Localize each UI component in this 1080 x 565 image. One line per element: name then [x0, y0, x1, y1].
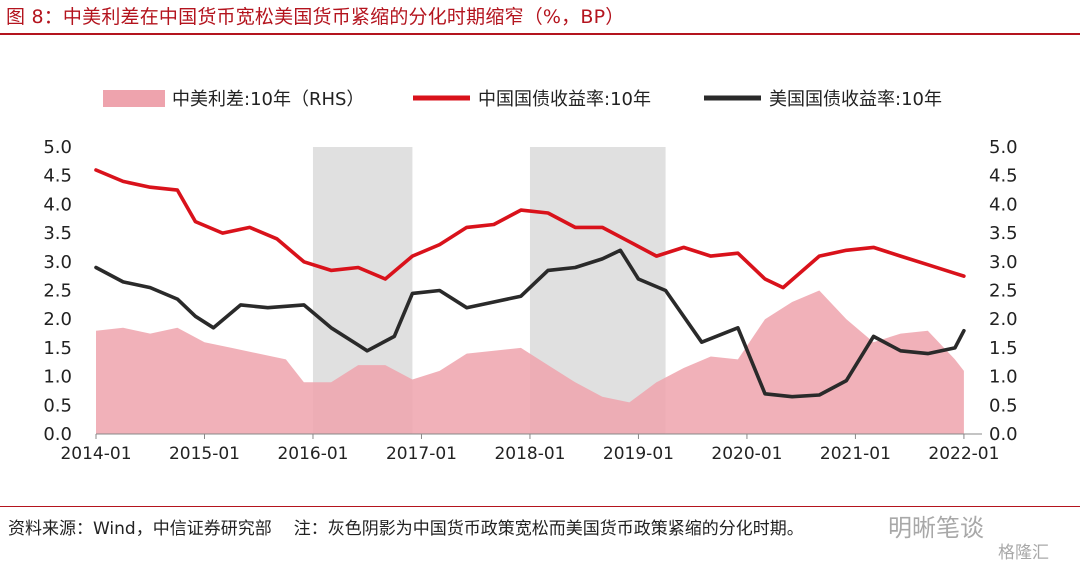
x-tick-label: 2020-01	[711, 444, 782, 464]
source-note: 资料来源：Wind，中信证券研究部 注：灰色阴影为中国货币政策宽松而美国货币政策紧…	[8, 514, 804, 539]
y-left-tick-label: 0.5	[43, 395, 72, 416]
legend-swatch-spread	[103, 90, 165, 107]
y-right-tick-label: 5.0	[989, 137, 1018, 158]
watermark-secondary: 格隆汇	[998, 543, 1049, 563]
y-right-tick-label: 2.5	[989, 281, 1018, 302]
legend-label-china: 中国国债收益率:10年	[478, 89, 651, 110]
footer-rule	[0, 506, 1080, 507]
y-right-tick-label: 0.0	[989, 424, 1018, 445]
x-tick-label: 2018-01	[494, 444, 565, 464]
x-tick-label: 2015-01	[169, 444, 240, 464]
y-right-tick-label: 4.0	[989, 194, 1018, 215]
y-right-tick-label: 4.5	[989, 166, 1018, 187]
y-left-tick-label: 3.5	[43, 223, 72, 244]
watermark-primary: 明晰笔谈	[888, 514, 984, 542]
title-rule	[0, 33, 1080, 35]
y-right-tick-label: 1.5	[989, 338, 1018, 359]
series-area-spread	[96, 290, 964, 434]
chart: 中美利差:10年（RHS） 中国国债收益率:10年 美国国债收益率:10年 20…	[43, 89, 1018, 464]
source-text: 资料来源：Wind，中信证券研究部	[8, 519, 272, 539]
series-line-china-10y	[94, 168, 966, 290]
x-tick-label: 2021-01	[820, 444, 891, 464]
y-left-tick-label: 4.5	[43, 166, 72, 187]
series-line-us-10y	[94, 248, 966, 399]
x-tick-label: 2017-01	[386, 444, 457, 464]
y-right-tick-label: 2.0	[989, 309, 1018, 330]
legend: 中美利差:10年（RHS） 中国国债收益率:10年 美国国债收益率:10年	[103, 89, 942, 110]
legend-label-us: 美国国债收益率:10年	[769, 89, 942, 110]
y-left-tick-label: 5.0	[43, 137, 72, 158]
x-tick-label: 2022-01	[928, 444, 999, 464]
y-right-tick-label: 3.0	[989, 252, 1018, 273]
x-tick-label: 2016-01	[277, 444, 348, 464]
y-left-tick-label: 4.0	[43, 194, 72, 215]
x-tick-label: 2014-01	[60, 444, 131, 464]
x-tick-label: 2019-01	[603, 444, 674, 464]
y-right-tick-label: 3.5	[989, 223, 1018, 244]
y-right-tick-label: 0.5	[989, 395, 1018, 416]
y-left-tick-label: 2.0	[43, 309, 72, 330]
y-left-tick-label: 2.5	[43, 281, 72, 302]
shading-note: 注：灰色阴影为中国货币政策宽松而美国货币政策紧缩的分化时期。	[293, 519, 804, 539]
y-left-tick-label: 1.0	[43, 367, 72, 388]
legend-label-spread: 中美利差:10年（RHS）	[172, 89, 364, 110]
y-right-tick-label: 1.0	[989, 367, 1018, 388]
y-left-tick-label: 1.5	[43, 338, 72, 359]
figure-title: 图 8：中美利差在中国货币宽松美国货币紧缩的分化时期缩窄（%，BP）	[6, 6, 625, 28]
y-left-tick-label: 0.0	[43, 424, 72, 445]
y-left-tick-label: 3.0	[43, 252, 72, 273]
